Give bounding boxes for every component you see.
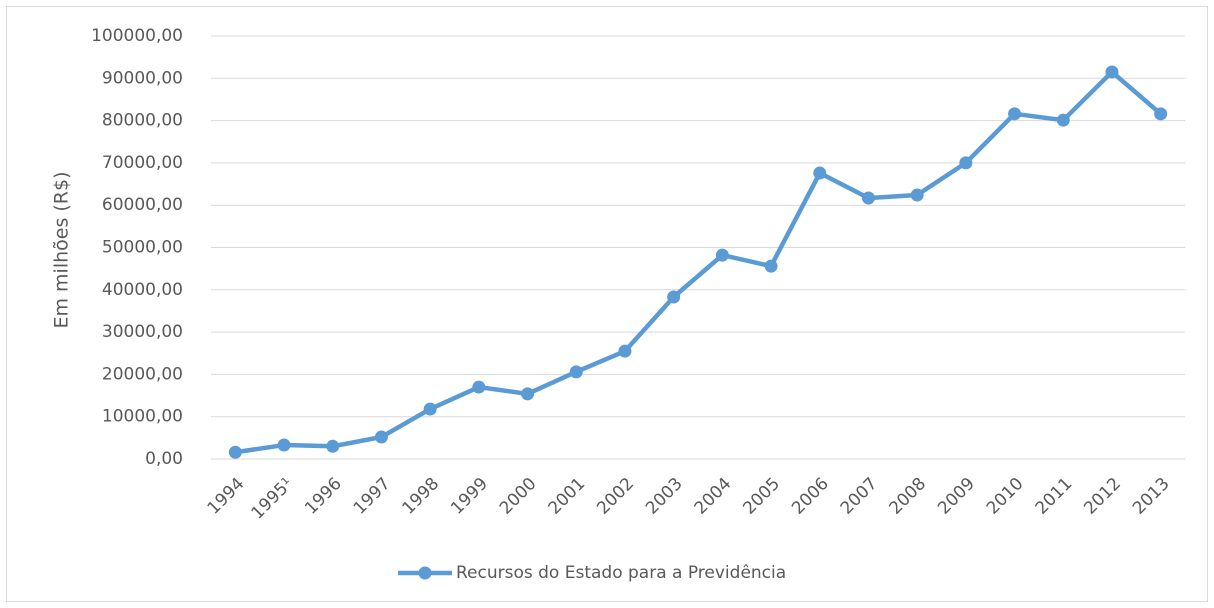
y-tick-label: 0,00 [145,449,183,469]
y-tick-label: 70000,00 [102,153,183,173]
marker [861,191,875,205]
marker [618,344,632,358]
y-tick-label: 50000,00 [102,238,183,258]
y-tick-label: 90000,00 [102,68,183,88]
marker [569,365,583,379]
y-tick-label: 10000,00 [102,407,183,427]
marker [423,402,437,416]
y-tick-label: 20000,00 [102,364,183,384]
marker [1154,107,1168,121]
marker [1008,107,1022,121]
y-tick-label: 80000,00 [102,111,183,131]
marker [277,438,291,452]
marker [228,445,242,459]
marker [521,387,535,401]
marker [472,380,486,394]
marker [813,166,827,180]
y-axis-label: Em milhões (R$) [51,171,73,328]
marker [715,248,729,262]
marker [959,156,973,170]
line [235,69,1163,455]
y-tick-label: 100000,00 [91,26,183,46]
legend-label: Recursos do Estado para a Previdência [456,563,786,583]
chart-border [6,6,1208,602]
marker [326,439,340,453]
y-tick-label: 60000,00 [102,195,183,215]
marker [764,259,778,273]
y-tick-label: 40000,00 [102,280,183,300]
marker [667,290,681,304]
y-tick-label: 30000,00 [102,322,183,342]
marker [910,188,924,202]
marker [374,430,388,444]
marker [1056,113,1070,127]
marker [1105,65,1119,79]
legend-marker [418,566,432,580]
